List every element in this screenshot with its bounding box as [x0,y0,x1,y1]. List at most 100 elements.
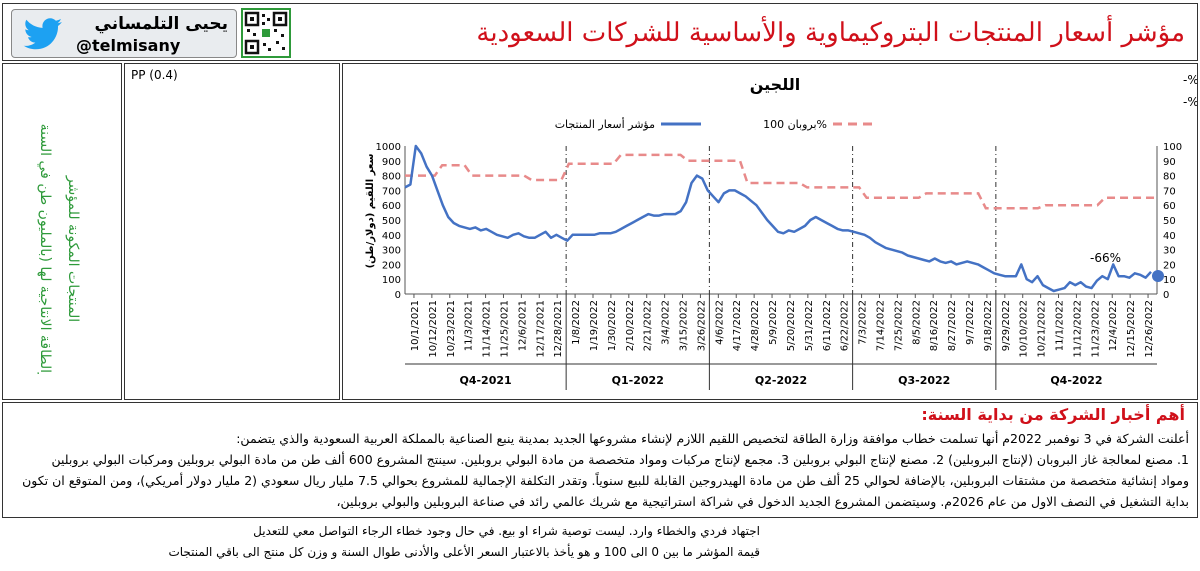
y-left-tick-label: 900 [382,157,401,168]
y-left-tick-label: 200 [382,260,401,271]
index-series-line [404,144,1152,293]
y-right-tick-label: 90 [1163,157,1176,168]
components-panel: المنتجات المكونة للمؤشر والطاقة الانتاجي… [2,63,122,400]
y-left-tick-label: 400 [382,231,401,242]
qr-code-icon [241,8,291,58]
x-tick-label: 2/21/2022 [643,300,654,351]
y-left-tick-label: 1000 [376,142,401,153]
news-line: بداية التشغيل في النصف الاول من عام 2026… [336,494,1189,509]
author-name: يحيى التلمساني [94,14,228,34]
y-left-tick-label: 600 [382,201,401,212]
legend-index-label: مؤشر أسعار المنتجات [555,117,655,131]
y-right-tick-label: 80 [1163,172,1176,183]
y-left-tick-label: 0 [395,290,401,301]
components-caption: المنتجات المكونة للمؤشر والطاقة الانتاجي… [37,124,81,374]
x-tick-label: 10/23/2021 [446,300,457,358]
quarter-label: Q4-2022 [1050,374,1102,387]
x-tick-label: 11/3/2021 [464,300,475,351]
x-tick-label: 11/23/2022 [1090,300,1101,358]
x-tick-label: 6/22/2022 [840,300,851,351]
y-left-tick-label: 100 [382,275,401,286]
news-panel: أهم أخبار الشركة من بداية السنة: أعلنت ا… [2,402,1198,518]
x-tick-label: 8/16/2022 [929,300,940,351]
index-note-text: قيمة المؤشر ما بين 0 الى 100 و هو يأخذ ب… [168,545,760,559]
x-tick-label: 9/18/2022 [983,300,994,351]
propane-series-line [405,153,1157,210]
x-tick-label: 11/14/2021 [482,300,493,358]
x-tick-label: 12/28/2021 [553,300,564,358]
y-left-tick-label: 700 [382,186,401,197]
x-tick-label: 7/25/2022 [893,300,904,351]
end-annotation: -66% [1090,251,1121,265]
news-line: 1. مصنع لمعالجة غاز البروبان (لإنتاج الب… [51,452,1190,467]
x-tick-label: 8/27/2022 [947,300,958,351]
x-tick-label: 7/14/2022 [875,300,886,351]
x-tick-label: 1/19/2022 [589,300,600,351]
header: يحيى التلمساني @telmisany مؤشر أسعار الم… [2,3,1198,61]
x-tick-label: 5/20/2022 [786,300,797,351]
news-line: أعلنت الشركة في 3 نوفمبر 2022م أنها تسلم… [236,431,1189,446]
x-tick-label: 2/10/2022 [625,300,636,351]
x-tick-label: 9/7/2022 [965,300,976,345]
x-tick-label: 7/3/2022 [858,300,869,345]
x-tick-label: 3/26/2022 [696,300,707,351]
x-tick-label: 1/8/2022 [571,300,582,345]
y-right-tick-label: 100 [1163,142,1182,153]
twitter-bird-icon [23,18,62,50]
quarter-label: Q1-2022 [612,374,664,387]
x-tick-label: 5/9/2022 [768,300,779,345]
news-title: أهم أخبار الشركة من بداية السنة: [921,405,1185,424]
x-tick-label: 10/1/2021 [410,300,421,351]
y-right-tick-label: 20 [1163,260,1176,271]
price-index-chart: اللجين التغيير عن الربع السابق 66%- التغ… [365,73,1200,390]
product-label: PP (0.4) [131,68,178,82]
x-tick-label: 10/12/2021 [428,300,439,358]
x-tick-label: 10/21/2022 [1037,300,1048,358]
y-left-tick-label: 300 [382,246,401,257]
product-panel: PP (0.4) [124,63,340,400]
y-left-tick-label: 800 [382,172,401,183]
chart-title: اللجين [750,75,800,94]
x-tick-label: 3/15/2022 [679,300,690,351]
x-tick-label: 12/4/2022 [1108,300,1119,351]
y-right-tick-label: 70 [1163,186,1176,197]
components-caption-line1: المنتجات المكونة للمؤشر [65,175,81,322]
quarter-label: Q4-2021 [459,374,511,387]
x-tick-label: 8/5/2022 [911,300,922,345]
y-axis-label: سعر اللقيم (دولار/طن) [365,153,376,268]
stat-yoy: التغيير عن الربع المماثل 85%- [1183,95,1197,110]
y-left-tick-label: 500 [382,216,401,227]
quarter-label: Q2-2022 [755,374,807,387]
x-tick-label: 9/29/2022 [1001,300,1012,351]
x-tick-label: 5/31/2022 [804,300,815,351]
x-tick-label: 6/11/2022 [822,300,833,351]
disclaimer-text: اجتهاد فردي والخطاء وارد. ليست توصية شرا… [253,524,760,538]
x-tick-label: 4/28/2022 [750,300,761,351]
y-right-tick-label: 60 [1163,201,1176,212]
author-handle[interactable]: @telmisany [76,36,181,55]
x-tick-label: 1/30/2022 [607,300,618,351]
x-tick-label: 12/6/2021 [517,300,528,351]
x-tick-label: 3/4/2022 [661,300,672,345]
x-tick-label: 12/26/2022 [1144,300,1155,358]
quarter-label: Q3-2022 [898,374,950,387]
y-right-tick-label: 0 [1163,290,1169,301]
y-right-tick-label: 10 [1163,275,1176,286]
chart-panel: اللجين التغيير عن الربع السابق 66%- التغ… [342,63,1200,400]
components-caption-line2: والطاقة الانتاجية لها (بالمليون طن في ال… [37,124,53,374]
author-card[interactable]: يحيى التلمساني @telmisany [11,9,237,58]
x-tick-label: 4/17/2022 [732,300,743,351]
y-right-tick-label: 50 [1163,216,1176,227]
x-tick-label: 10/10/2022 [1019,300,1030,358]
x-tick-label: 11/1/2022 [1055,300,1066,351]
x-tick-label: 4/6/2022 [714,300,725,345]
legend-propane-label: بروبان 100% [763,118,827,131]
x-tick-label: 11/25/2021 [499,300,510,358]
x-tick-label: 12/15/2022 [1126,300,1137,358]
stat-qoq: التغيير عن الربع السابق 66%- [1183,73,1197,88]
end-point-marker [1152,270,1164,282]
news-line: ومواد إنشائية متخصصة من مشتقات البروبلين… [22,473,1189,488]
y-right-tick-label: 40 [1163,231,1176,242]
y-right-tick-label: 30 [1163,246,1176,257]
x-tick-label: 12/17/2021 [535,300,546,358]
